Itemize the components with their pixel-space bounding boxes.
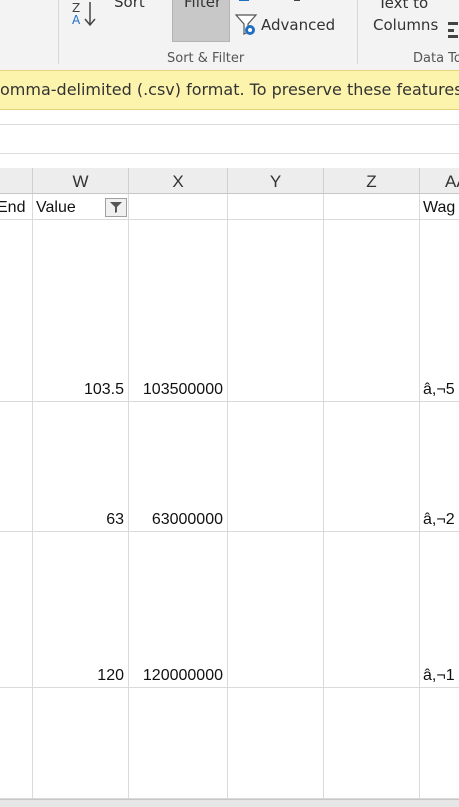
header-cell-w[interactable]: Value [33,194,129,220]
header-cell-x[interactable] [129,194,228,220]
row-cell-aa[interactable]: â,¬2 [420,402,459,532]
header-cell-prev-text: End [0,199,26,216]
row-value-x: 103500000 [142,381,223,398]
row-cell-x[interactable]: 120000000 [129,532,228,688]
message-bar: omma-delimited (.csv) format. To preserv… [0,70,459,110]
text-to-columns-icon[interactable] [447,20,459,40]
header-cell-prev[interactable]: End [0,194,33,220]
header-cell-aa[interactable]: Wag [420,194,459,220]
row-cell-prev[interactable] [0,220,33,402]
group-data-tools-label: Data To [413,51,459,66]
row-cell-z[interactable] [324,688,420,799]
ribbon: Z A Sort Filter Advanced Text to Columns… [0,0,459,70]
row-value-w: 120 [97,667,124,684]
row-cell-w[interactable]: 63 [33,402,129,532]
advanced-filter-icon [235,14,258,35]
ribbon-separator [357,0,358,64]
column-header-y[interactable]: Y [228,168,324,193]
header-cell-aa-text: Wag [423,199,456,216]
row-cell-w[interactable]: 103.5 [33,220,129,402]
bottom-bar [0,799,459,807]
ribbon-separator [58,0,59,64]
column-header-x[interactable]: X [129,168,228,193]
header-cell-z[interactable] [324,194,420,220]
svg-text:A: A [72,13,81,27]
reapply-item[interactable] [239,0,309,3]
column-headers: W X Y Z AA [0,168,459,194]
formula-bar[interactable] [0,124,459,154]
text-to-columns-line1[interactable]: Text to [378,0,429,12]
row-cell-x[interactable]: 63000000 [129,402,228,532]
row-value-w: 103.5 [83,381,124,398]
header-cell-y[interactable] [228,194,324,220]
row-cell-z[interactable] [324,532,420,688]
row-cell-y[interactable] [228,688,324,799]
row-cell-prev[interactable] [0,532,33,688]
row-value-x: 63000000 [151,511,223,528]
header-cell-w-text: Value [36,199,76,216]
filter-label: Filter [184,0,222,11]
column-header-prev[interactable] [0,168,33,193]
row-cell-w[interactable]: 120 [33,532,129,688]
row-cell-aa[interactable] [420,688,459,799]
column-header-aa[interactable]: AA [420,168,459,193]
column-header-aa-label: AA [445,172,459,191]
row-cell-y[interactable] [228,532,324,688]
row-value-aa: â,¬5 [423,381,455,398]
row-value-x: 120000000 [142,667,223,684]
row-cell-z[interactable] [324,220,420,402]
filter-dropdown-icon [110,202,122,213]
formula-area [0,110,459,154]
group-sort-filter-label: Sort & Filter [167,51,245,66]
row-cell-x[interactable]: 103500000 [129,220,228,402]
row-value-aa: â,¬1 [423,667,455,684]
filter-button[interactable]: Filter [172,0,230,42]
row-cell-z[interactable] [324,402,420,532]
row-cell-y[interactable] [228,220,324,402]
message-bar-text: omma-delimited (.csv) format. To preserv… [0,80,459,99]
row-cell-prev[interactable] [0,688,33,799]
row-cell-aa[interactable]: â,¬1 [420,532,459,688]
svg-text:Z: Z [72,1,80,15]
column-header-w[interactable]: W [33,168,129,193]
row-cell-w[interactable] [33,688,129,799]
row-value-w: 63 [106,511,124,528]
row-cell-y[interactable] [228,402,324,532]
sort-button[interactable]: Sort [114,0,145,11]
column-header-z[interactable]: Z [324,168,420,193]
advanced-button[interactable]: Advanced [261,16,336,34]
filter-dropdown-button[interactable] [105,198,127,217]
row-value-aa: â,¬2 [423,511,455,528]
row-cell-x[interactable] [129,688,228,799]
sheet-grid: End Value Wag 103.5 103500000 â,¬5 63 63… [0,194,459,799]
row-cell-aa[interactable]: â,¬5 [420,220,459,402]
sort-za-icon[interactable]: Z A [70,0,100,28]
row-cell-prev[interactable] [0,402,33,532]
text-to-columns-line2[interactable]: Columns [373,16,439,34]
